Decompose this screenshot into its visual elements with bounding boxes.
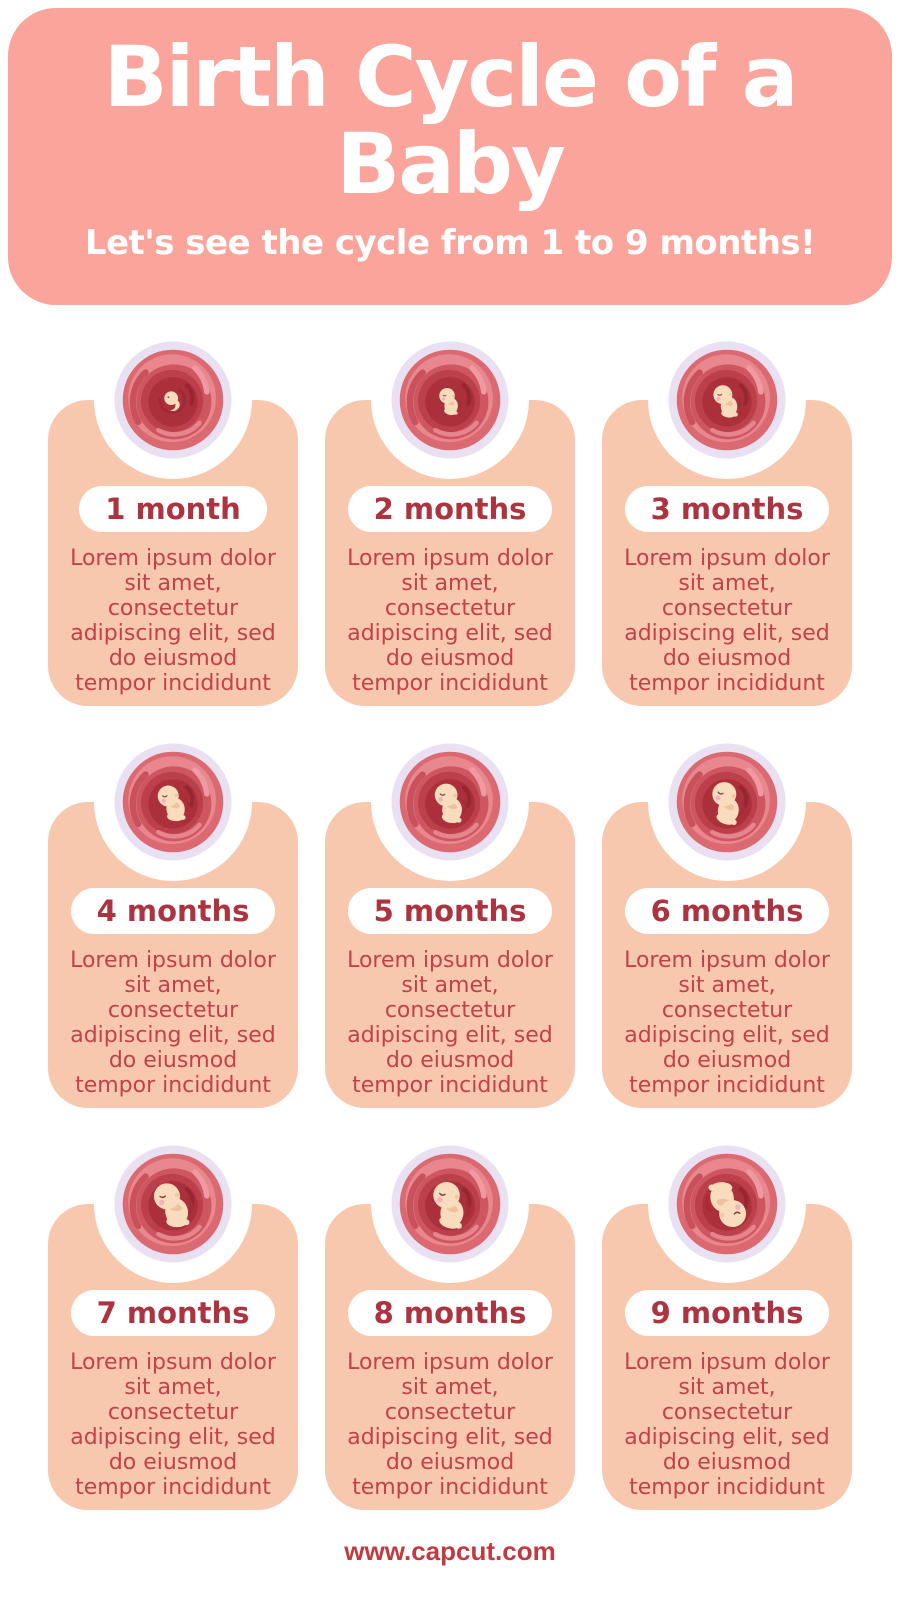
month-label-pill: 9 months	[624, 1290, 830, 1336]
fetus-in-womb-icon	[386, 1140, 514, 1268]
womb-bubble	[94, 1125, 252, 1283]
womb-bubble	[648, 1125, 806, 1283]
month-card-9: 9 months Lorem ipsum dolor sit amet, con…	[602, 1125, 852, 1510]
website-url: www.capcut.com	[344, 1536, 556, 1566]
month-label: 6 months	[650, 894, 804, 928]
womb-bubble	[648, 723, 806, 881]
womb-bubble	[94, 723, 252, 881]
month-card-2: 2 months Lorem ipsum dolor sit amet, con…	[325, 321, 575, 706]
fetus-in-womb-icon	[663, 1140, 791, 1268]
month-label: 7 months	[96, 1296, 250, 1330]
fetus-in-womb-icon	[386, 738, 514, 866]
month-card-7: 7 months Lorem ipsum dolor sit amet, con…	[48, 1125, 298, 1510]
header-banner: Birth Cycle of a Baby Let's see the cycl…	[8, 8, 892, 305]
fetus-in-womb-icon	[663, 336, 791, 464]
fetus-in-womb-icon	[663, 738, 791, 866]
month-description: Lorem ipsum dolor sit amet, consectetur …	[347, 1350, 553, 1500]
month-card-5: 5 months Lorem ipsum dolor sit amet, con…	[325, 723, 575, 1108]
month-description: Lorem ipsum dolor sit amet, consectetur …	[70, 948, 276, 1098]
month-label: 8 months	[373, 1296, 527, 1330]
month-label-pill: 5 months	[347, 888, 553, 934]
month-description: Lorem ipsum dolor sit amet, consectetur …	[347, 546, 553, 696]
fetus-in-womb-icon	[109, 1140, 237, 1268]
month-label: 4 months	[96, 894, 250, 928]
month-label: 5 months	[373, 894, 527, 928]
month-card-6: 6 months Lorem ipsum dolor sit amet, con…	[602, 723, 852, 1108]
month-description: Lorem ipsum dolor sit amet, consectetur …	[347, 948, 553, 1098]
month-label-pill: 4 months	[70, 888, 276, 934]
month-label: 3 months	[650, 492, 804, 526]
fetus-in-womb-icon	[109, 738, 237, 866]
womb-bubble	[371, 321, 529, 479]
month-label: 2 months	[373, 492, 527, 526]
month-label-pill: 8 months	[347, 1290, 553, 1336]
womb-bubble	[94, 321, 252, 479]
page-title: Birth Cycle of a Baby	[103, 28, 799, 214]
fetus-in-womb-icon	[386, 336, 514, 464]
month-label-pill: 7 months	[70, 1290, 276, 1336]
womb-bubble	[648, 321, 806, 479]
month-card-1: 1 month Lorem ipsum dolor sit amet, cons…	[48, 321, 298, 706]
month-card-3: 3 months Lorem ipsum dolor sit amet, con…	[602, 321, 852, 706]
womb-bubble	[371, 723, 529, 881]
month-description: Lorem ipsum dolor sit amet, consectetur …	[624, 1350, 830, 1500]
month-label-pill: 2 months	[347, 486, 553, 532]
month-description: Lorem ipsum dolor sit amet, consectetur …	[70, 546, 276, 696]
month-description: Lorem ipsum dolor sit amet, consectetur …	[70, 1350, 276, 1500]
months-grid: 1 month Lorem ipsum dolor sit amet, cons…	[0, 321, 900, 1510]
month-description: Lorem ipsum dolor sit amet, consectetur …	[624, 948, 830, 1098]
month-label-pill: 6 months	[624, 888, 830, 934]
embryo-in-womb-icon	[109, 336, 237, 464]
page-subtitle: Let's see the cycle from 1 to 9 months!	[84, 222, 816, 263]
month-label: 9 months	[650, 1296, 804, 1330]
month-label-pill: 3 months	[624, 486, 830, 532]
month-description: Lorem ipsum dolor sit amet, consectetur …	[624, 546, 830, 696]
month-card-8: 8 months Lorem ipsum dolor sit amet, con…	[325, 1125, 575, 1510]
month-card-4: 4 months Lorem ipsum dolor sit amet, con…	[48, 723, 298, 1108]
month-label-pill: 1 month	[79, 486, 267, 532]
womb-bubble	[371, 1125, 529, 1283]
month-label: 1 month	[105, 492, 241, 526]
